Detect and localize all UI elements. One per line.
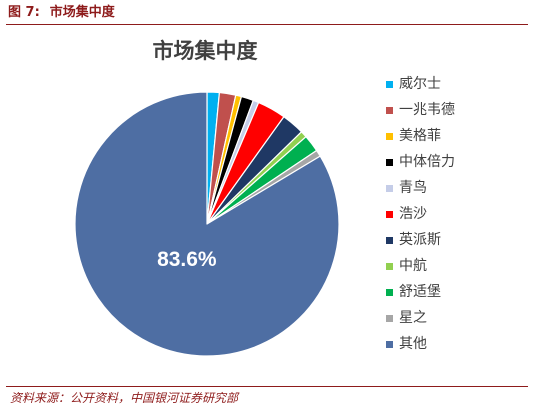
legend-label: 中航 — [399, 258, 427, 274]
legend-item-3: 美格菲 — [386, 123, 526, 149]
legend-item-7: 英派斯 — [386, 227, 526, 253]
figure-caption: 图 7: 市场集中度 — [8, 4, 115, 22]
legend-label: 星之 — [399, 310, 427, 326]
legend-swatch — [386, 80, 393, 88]
legend-swatch — [386, 210, 393, 218]
figure-number: 图 7: — [8, 5, 40, 20]
legend-item-10: 星之 — [386, 305, 526, 331]
legend-label: 中体倍力 — [399, 154, 455, 170]
legend-label: 英派斯 — [399, 232, 441, 248]
legend-label: 其他 — [399, 336, 427, 352]
legend-item-4: 中体倍力 — [386, 149, 526, 175]
source-note: 资料来源：公开资料，中国银河证券研究部 — [10, 391, 239, 405]
pie-chart: 83.6% — [74, 91, 340, 357]
legend-label: 一兆韦德 — [399, 102, 455, 118]
legend-label: 青鸟 — [399, 180, 427, 196]
legend-swatch — [386, 132, 393, 140]
legend-swatch — [386, 314, 393, 322]
source-divider — [6, 386, 528, 387]
legend-item-5: 青鸟 — [386, 175, 526, 201]
legend-swatch — [386, 184, 393, 192]
legend-item-6: 浩沙 — [386, 201, 526, 227]
chart-legend: 威尔士一兆韦德美格菲中体倍力青鸟浩沙英派斯中航舒适堡星之其他 — [386, 71, 526, 357]
legend-swatch — [386, 106, 393, 114]
legend-label: 舒适堡 — [399, 284, 441, 300]
figure-title: 市场集中度 — [49, 5, 115, 20]
legend-label: 浩沙 — [399, 206, 427, 222]
pie-data-label-11: 83.6% — [157, 248, 217, 271]
chart-title: 市场集中度 — [152, 39, 258, 63]
legend-item-8: 中航 — [386, 253, 526, 279]
legend-item-2: 一兆韦德 — [386, 97, 526, 123]
legend-swatch — [386, 262, 393, 270]
legend-item-1: 威尔士 — [386, 71, 526, 97]
legend-swatch — [386, 288, 393, 296]
caption-divider — [6, 24, 528, 25]
legend-swatch — [386, 236, 393, 244]
legend-swatch — [386, 158, 393, 166]
legend-swatch — [386, 340, 393, 348]
legend-item-9: 舒适堡 — [386, 279, 526, 305]
legend-item-11: 其他 — [386, 331, 526, 357]
pie-slice-11 — [74, 91, 340, 357]
legend-label: 威尔士 — [399, 76, 441, 92]
legend-label: 美格菲 — [399, 128, 441, 144]
